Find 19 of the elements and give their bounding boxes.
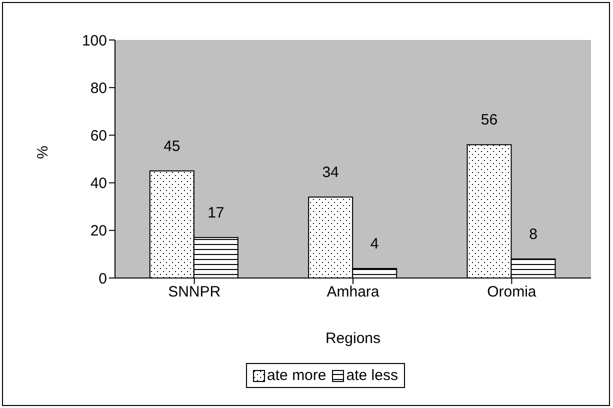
data-label: 4 — [370, 235, 379, 252]
y-tick-label: 20 — [90, 222, 107, 240]
y-axis-title: % — [34, 146, 52, 159]
y-tick-label: 0 — [98, 270, 107, 288]
legend-label: ate more — [266, 367, 326, 384]
x-tick-label: Amhara — [326, 284, 380, 301]
data-label: 34 — [322, 164, 339, 182]
data-label: 45 — [164, 138, 180, 155]
y-tick-label: 40 — [90, 175, 107, 192]
y-tick-label: 80 — [90, 80, 107, 97]
data-label: 56 — [480, 112, 498, 129]
data-label: 8 — [529, 226, 538, 243]
x-axis-title: Regions — [325, 330, 381, 347]
y-tick-label: 100 — [82, 32, 107, 50]
y-tick-label: 60 — [90, 128, 107, 145]
x-tick-label: Oromia — [487, 284, 537, 301]
x-tick-label: SNNPR — [168, 284, 221, 301]
legend-label: ate less — [345, 367, 398, 384]
data-label: 17 — [208, 204, 224, 222]
